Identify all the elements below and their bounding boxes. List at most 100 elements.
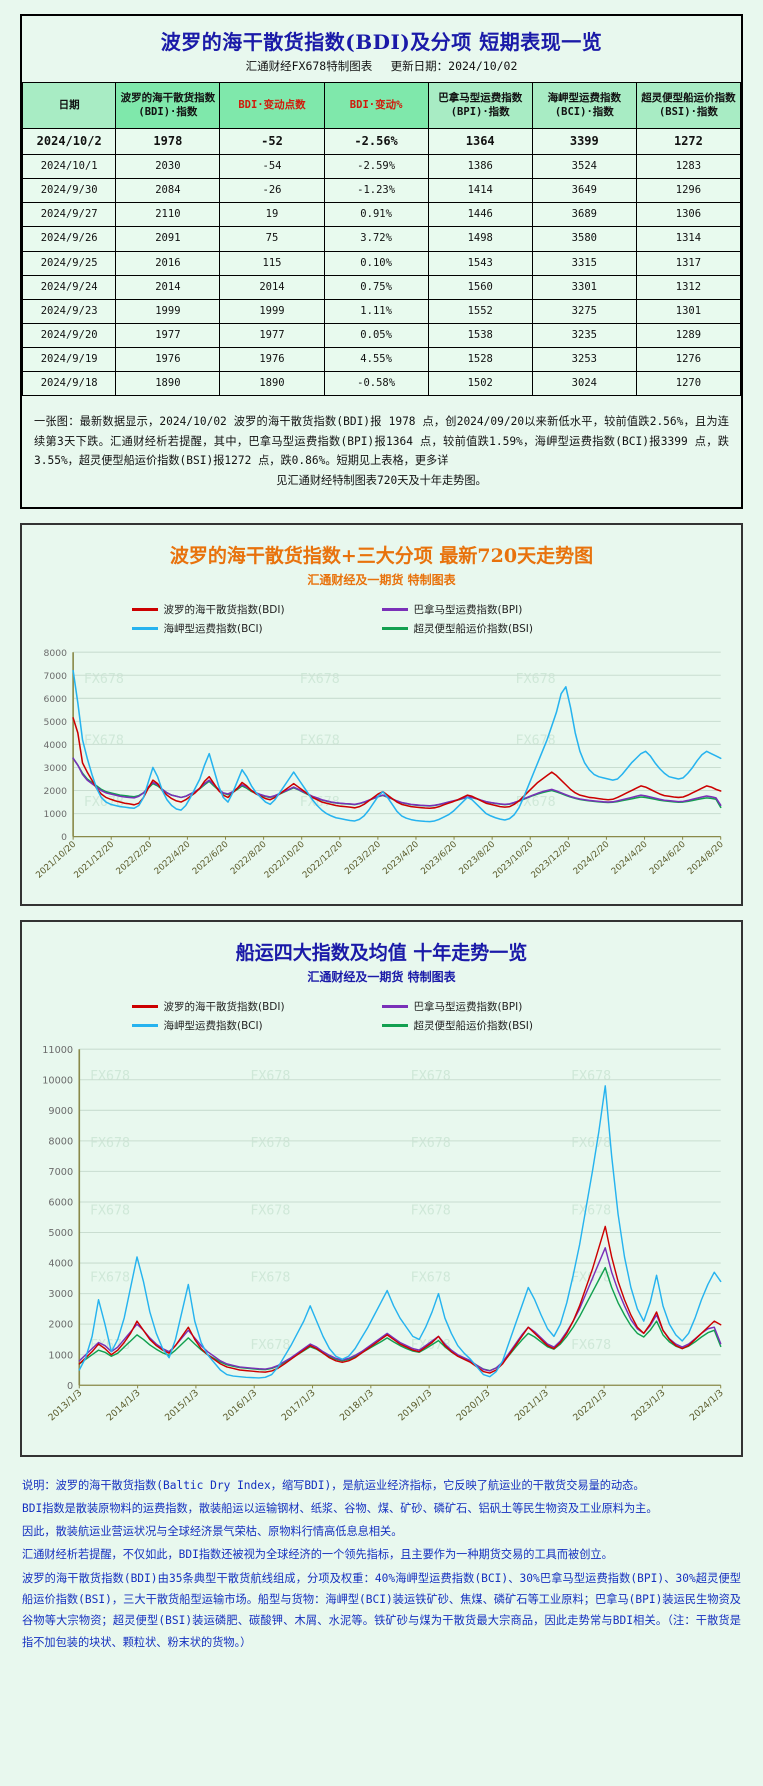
legend-swatch-bpi (381, 1004, 408, 1008)
bdi-data-table: 日期 波罗的海干散货指数(BDI)·指数 BDI·变动点数 BDI·变动% 巴拿… (21, 82, 742, 397)
svg-text:2015/1/3: 2015/1/3 (163, 1387, 201, 1423)
cell-value: 0.05% (323, 322, 429, 349)
table-title: 波罗的海干散货指数(BDI)及分项 短期表现一览 (160, 30, 603, 54)
cell-value: 1543 (427, 250, 533, 276)
cell-value: 1976 (219, 346, 325, 373)
svg-text:2022/10/20: 2022/10/20 (263, 839, 307, 880)
footer-line-1: 说明：波罗的海干散货指数(Baltic Dry Index，缩写BDI)，是航运… (22, 1478, 645, 1492)
svg-text:3000: 3000 (48, 1289, 73, 1300)
cell-value: 1272 (635, 128, 742, 155)
svg-text:2021/12/20: 2021/12/20 (72, 839, 116, 880)
cell-value: 3689 (531, 202, 637, 228)
svg-text:FX678: FX678 (571, 1069, 611, 1084)
svg-text:FX678: FX678 (411, 1069, 451, 1084)
legend-label-bsi: 超灵便型船运价指数(BSI) (413, 622, 533, 635)
table-row: 2024/9/30 2084 -26 -1.23% 1414 3649 1296 (21, 178, 742, 204)
table-row: 2024/9/27 2110 19 0.91% 1446 3689 1306 (21, 202, 742, 228)
chart-720-subtitle: 汇通财经及一期货 特制图表 (307, 572, 456, 587)
svg-text:2020/1/3: 2020/1/3 (454, 1387, 492, 1423)
svg-text:2019/1/3: 2019/1/3 (396, 1387, 434, 1423)
legend-swatch-bdi (131, 607, 158, 611)
cell-date: 2024/9/24 (21, 274, 117, 300)
cell-value: -26 (219, 178, 325, 204)
legend-swatch-bci (131, 1023, 158, 1027)
legend-label-bpi: 巴拿马型运费指数(BPI) (413, 603, 523, 616)
cell-value: 1552 (427, 298, 533, 324)
table-row: 2024/9/25 2016 115 0.10% 1543 3315 1317 (21, 250, 742, 276)
cell-value: 1977 (219, 322, 325, 349)
svg-text:0: 0 (61, 832, 67, 843)
svg-text:FX678: FX678 (516, 733, 556, 748)
legend-item-bpi: 巴拿马型运费指数(BPI) (381, 997, 632, 1016)
cell-value: 1289 (635, 322, 742, 349)
svg-text:7000: 7000 (44, 670, 68, 681)
cell-value: 2091 (115, 226, 221, 252)
cell-value: 2014 (219, 274, 325, 300)
svg-text:8000: 8000 (48, 1136, 73, 1147)
svg-text:1000: 1000 (44, 809, 68, 820)
cell-value: 3580 (531, 226, 637, 252)
svg-text:FX678: FX678 (84, 733, 124, 748)
cell-value: 1890 (115, 371, 221, 397)
cell-value: 2084 (115, 178, 221, 204)
cell-value: 1386 (427, 153, 533, 180)
svg-text:FX678: FX678 (84, 672, 124, 687)
legend-label-bpi: 巴拿马型运费指数(BPI) (413, 1000, 523, 1013)
cell-date: 2024/9/25 (21, 250, 117, 276)
cell-value: 3.72% (323, 226, 429, 252)
svg-text:FX678: FX678 (516, 672, 556, 687)
svg-text:FX678: FX678 (250, 1203, 290, 1218)
cell-date: 2024/9/27 (21, 202, 117, 228)
svg-text:2018/1/3: 2018/1/3 (338, 1387, 376, 1423)
table-subtitle: 汇通财经FX678特制图表 更新日期：2024/10/02 (245, 59, 518, 73)
cell-date: 2024/9/20 (21, 322, 117, 349)
svg-text:FX678: FX678 (90, 1136, 130, 1151)
svg-text:1000: 1000 (48, 1350, 73, 1361)
cell-value: 1890 (219, 371, 325, 397)
cell-value: 0.75% (323, 274, 429, 300)
svg-text:3000: 3000 (44, 763, 68, 774)
svg-text:2024/2/20: 2024/2/20 (572, 839, 612, 876)
cell-value: 3315 (531, 250, 637, 276)
cell-value: 1502 (427, 371, 533, 397)
cell-value: 1977 (115, 322, 221, 349)
svg-text:FX678: FX678 (90, 1069, 130, 1084)
cell-date: 2024/10/2 (21, 128, 117, 155)
cell-value: 3253 (531, 346, 637, 373)
cell-date: 2024/9/23 (21, 298, 117, 324)
cell-value: 1283 (635, 153, 742, 180)
svg-text:FX678: FX678 (250, 1069, 290, 1084)
table-note-main: 一张图：最新数据显示，2024/10/02 波罗的海干散货指数(BDI)报 19… (34, 415, 729, 468)
chart-10y-subtitle: 汇通财经及一期货 特制图表 (307, 969, 456, 984)
table-row: 2024/10/1 2030 -54 -2.59% 1386 3524 1283 (21, 153, 742, 180)
cell-value: 1978 (115, 128, 221, 155)
legend-swatch-bpi (381, 607, 408, 611)
table-row: 2024/10/2 1978 -52 -2.56% 1364 3399 1272 (21, 128, 742, 155)
cell-value: -0.58% (323, 371, 429, 397)
footer-line-3: 因此，散装航运业营运状况与全球经济景气荣枯、原物料行情高低息息相关。 (22, 1525, 403, 1539)
table-row: 2024/9/19 1976 1976 4.55% 1528 3253 1276 (21, 346, 742, 373)
legend-item-bpi: 巴拿马型运费指数(BPI) (381, 600, 632, 619)
svg-text:2023/1/3: 2023/1/3 (629, 1387, 667, 1423)
svg-text:6000: 6000 (44, 694, 68, 705)
table-row: 2024/9/26 2091 75 3.72% 1498 3580 1314 (21, 226, 742, 252)
col-header-bsi: 超灵便型船运价指数(BSI)·指数 (635, 82, 742, 129)
cell-value: 1306 (635, 202, 742, 228)
svg-text:2013/1/3: 2013/1/3 (46, 1387, 84, 1423)
legend-label-bdi: 波罗的海干散货指数(BDI) (163, 603, 285, 616)
svg-text:FX678: FX678 (84, 795, 124, 810)
legend-swatch-bdi (131, 1004, 158, 1008)
cell-value: 1999 (219, 298, 325, 324)
svg-text:4000: 4000 (44, 740, 68, 751)
svg-text:6000: 6000 (48, 1197, 73, 1208)
cell-value: 1498 (427, 226, 533, 252)
legend-item-bsi: 超灵便型船运价指数(BSI) (381, 619, 632, 638)
svg-text:2000: 2000 (48, 1320, 73, 1331)
cell-value: 3024 (531, 371, 637, 397)
chart-10y-svg: FX678 FX678 FX678 FX678 FX678 FX678 FX678 FX678… (42, 1045, 726, 1424)
svg-text:2022/8/20: 2022/8/20 (229, 839, 269, 876)
cell-value: 1317 (635, 250, 742, 276)
legend-item-bdi: 波罗的海干散货指数(BDI) (131, 600, 382, 619)
cell-value: 1364 (427, 128, 533, 155)
svg-text:2022/2/20: 2022/2/20 (115, 839, 155, 876)
